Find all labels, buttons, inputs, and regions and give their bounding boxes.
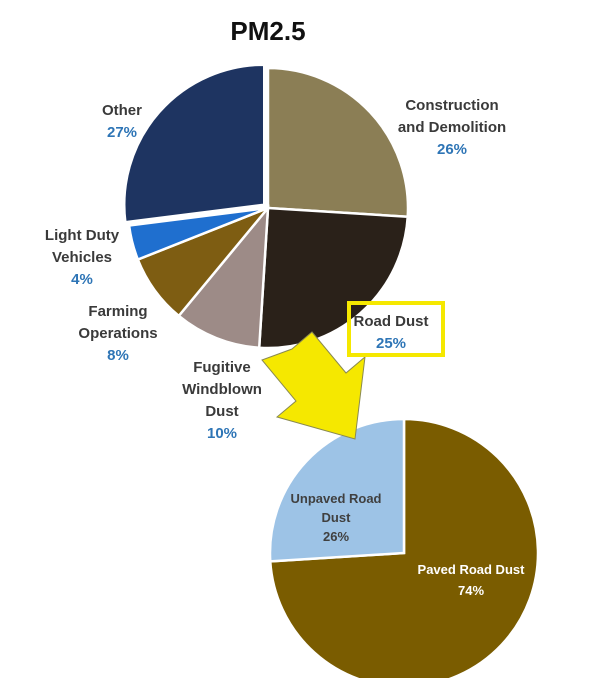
slice-unpaved-road-dust: [268, 417, 406, 563]
label-farming-operations-text-0: Farming: [88, 303, 147, 320]
label-construction-and-demolition-text-1: and Demolition: [398, 119, 506, 136]
label-construction-and-demolition-text-0: Construction: [405, 97, 498, 114]
slice-construction-and-demolition: [266, 66, 410, 219]
slice-other: [123, 63, 266, 224]
label-construction-and-demolition-percent: 26%: [437, 141, 467, 158]
label-road-dust: Road Dust 25%: [354, 313, 429, 352]
label-fugitive-windblown-dust-percent: 10%: [207, 425, 237, 442]
pie-labels: Construction and Demolition 26% Road Dust 25…: [45, 97, 525, 598]
road-dust-highlight-box: [347, 301, 445, 357]
label-road-dust-percent: 25%: [376, 335, 406, 352]
label-fugitive-windblown-dust-text-0: Fugitive: [193, 359, 251, 376]
label-farming-operations: Farming Operations 8%: [78, 303, 157, 364]
label-unpaved-road-dust-text-0: Unpaved Road: [290, 491, 381, 506]
label-light-duty-vehicles-text-1: Vehicles: [52, 249, 112, 266]
label-unpaved-road-dust: Unpaved Road Dust 26%: [290, 491, 381, 544]
label-unpaved-road-dust-text-1: Dust: [322, 510, 352, 525]
label-other-text-0: Other: [102, 102, 142, 119]
label-unpaved-road-dust-percent: 26%: [323, 529, 349, 544]
road-dust-pie: [268, 417, 540, 678]
label-other-percent: 27%: [107, 124, 137, 141]
label-farming-operations-percent: 8%: [107, 347, 129, 364]
main-pie: [123, 63, 410, 350]
label-light-duty-vehicles-text-0: Light Duty: [45, 227, 120, 244]
slice-road-dust: [257, 206, 410, 350]
label-paved-road-dust: Paved Road Dust 74%: [418, 562, 526, 598]
label-road-dust-text-0: Road Dust: [354, 313, 429, 330]
label-fugitive-windblown-dust-text-2: Dust: [205, 403, 238, 420]
label-farming-operations-text-1: Operations: [78, 325, 157, 342]
label-paved-road-dust-percent: 74%: [458, 583, 484, 598]
label-fugitive-windblown-dust-text-1: Windblown: [182, 381, 262, 398]
label-construction-and-demolition: Construction and Demolition 26%: [398, 97, 506, 158]
label-other: Other 27%: [102, 102, 142, 141]
slice-light-duty-vehicles: [127, 206, 269, 262]
chart-title: PM2.5: [230, 16, 305, 46]
callout-arrow: [261, 331, 366, 440]
label-paved-road-dust-text-0: Paved Road Dust: [418, 562, 526, 577]
label-fugitive-windblown-dust: Fugitive Windblown Dust 10%: [182, 359, 262, 442]
label-light-duty-vehicles: Light Duty Vehicles 4%: [45, 227, 120, 288]
slice-fugitive-windblown-dust: [176, 204, 270, 350]
label-light-duty-vehicles-percent: 4%: [71, 271, 93, 288]
